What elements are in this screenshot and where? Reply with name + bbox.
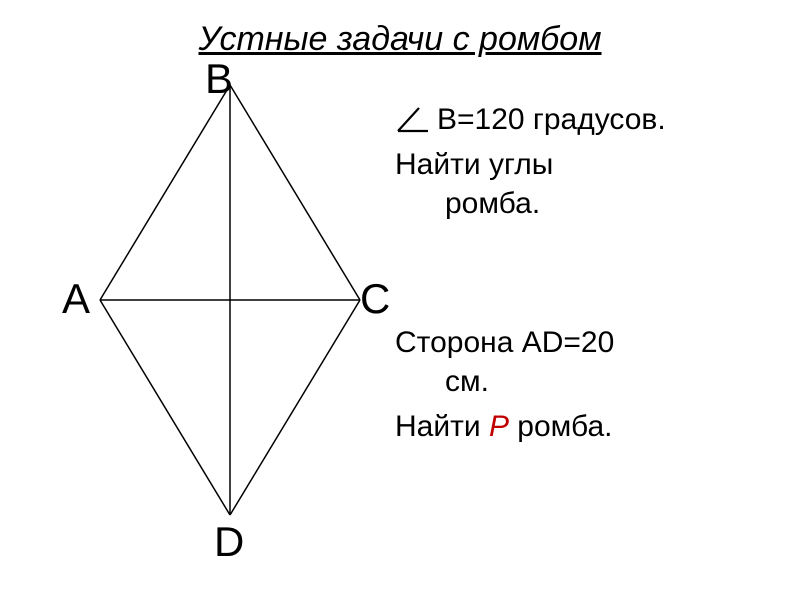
problem2-line1a: Сторона AD=20 (395, 323, 765, 362)
problem2-line2: Найти Р ромба. (395, 407, 765, 446)
problem1-line1: B=120 градусов. (395, 100, 765, 139)
problem2-line2-P: Р (489, 410, 509, 443)
edge-AB (100, 85, 230, 300)
vertex-label-A: A (62, 275, 90, 323)
angle-icon (395, 105, 431, 135)
problem2-block: Сторона AD=20 см. Найти Р ромба. (395, 323, 765, 446)
rhombus-diagram (95, 80, 375, 530)
problem2-line2-prefix: Найти (395, 410, 489, 443)
vertex-label-D: D (214, 518, 244, 566)
edge-DA (100, 300, 230, 515)
problem1-angle-text: B=120 градусов. (437, 100, 666, 139)
edge-BC (230, 85, 360, 300)
problem2-line2-suffix: ромба. (509, 410, 613, 443)
problem1-line2a: Найти углы (395, 145, 765, 184)
edge-CD (230, 300, 360, 515)
problem2-line1b: см. (395, 362, 765, 401)
vertex-label-B: B (205, 55, 233, 103)
page-title: Устные задачи с ромбом (0, 20, 800, 59)
problems-region: B=120 градусов. Найти углы ромба. Сторон… (395, 100, 765, 446)
vertex-label-C: C (360, 275, 390, 323)
problem1-line2b: ромба. (395, 184, 765, 223)
